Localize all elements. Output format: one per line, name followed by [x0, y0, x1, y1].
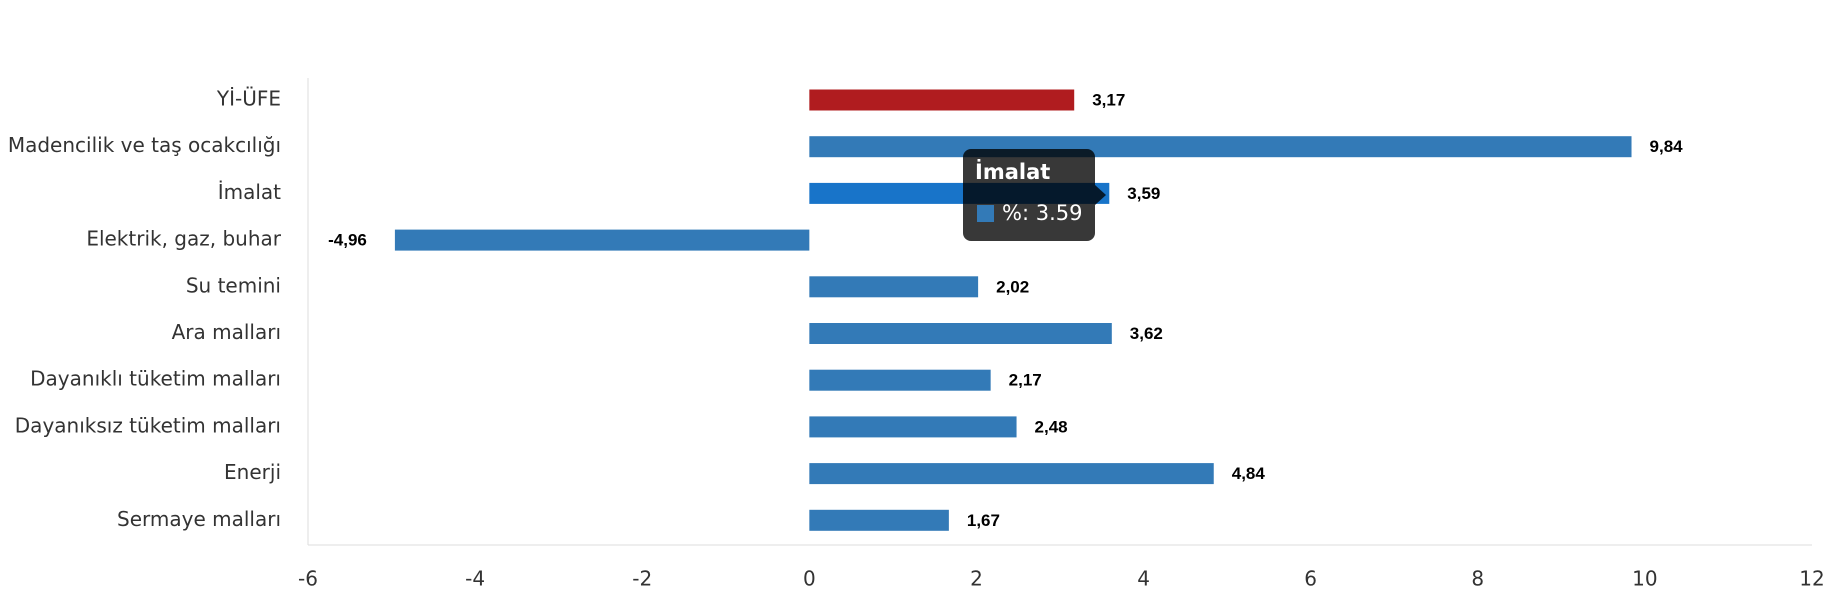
data-label: 2,48: [1035, 417, 1068, 436]
data-label: 4,84: [1232, 464, 1266, 483]
category-label: Enerji: [224, 460, 281, 484]
x-tick-label: 2: [970, 567, 983, 591]
data-label: 3,17: [1092, 90, 1125, 109]
tooltip-arrow: [1095, 185, 1106, 205]
bar: [809, 509, 949, 531]
tooltip-title: İmalat: [975, 159, 1050, 184]
bar: [809, 463, 1214, 485]
data-label: 1,67: [967, 511, 1000, 530]
x-tick-label: -4: [465, 567, 485, 591]
x-tick-label: 4: [1137, 567, 1150, 591]
bar: [809, 89, 1075, 111]
data-label: 3,62: [1130, 324, 1163, 343]
category-label: Dayanıksız tüketim malları: [15, 413, 281, 437]
tooltip: İmalat %: 3.59: [963, 149, 1106, 241]
category-label: Madencilik ve taş ocakcılığı: [8, 133, 281, 157]
category-label: Ara malları: [172, 320, 281, 344]
x-tick-label: 10: [1632, 567, 1657, 591]
category-label: Yİ-ÜFE: [216, 87, 281, 111]
x-tick-label: -6: [298, 567, 318, 591]
data-label: 9,84: [1650, 137, 1684, 156]
x-tick-label: 12: [1799, 567, 1824, 591]
data-label: 2,17: [1009, 371, 1042, 390]
data-label: 3,59: [1127, 184, 1160, 203]
bar: [809, 323, 1112, 344]
x-tick-label: 8: [1471, 567, 1484, 591]
marks: -6 -4 -2 0 2 4 6 8 10 12 Yİ-ÜFE 3,17 Madencilik ve t…: [8, 87, 1825, 591]
category-label: Su temini: [186, 273, 281, 297]
category-label: Sermaye malları: [117, 507, 281, 531]
data-label: -4,96: [328, 231, 367, 250]
tooltip-swatch: [977, 205, 994, 222]
category-label: Elektrik, gaz, buhar: [86, 227, 281, 251]
data-label: 2,02: [996, 277, 1029, 296]
category-label: Dayanıklı tüketim malları: [30, 367, 281, 391]
bar: [394, 229, 810, 251]
bar: [809, 276, 979, 298]
x-tick-label: 6: [1304, 567, 1317, 591]
tooltip-box: [963, 149, 1095, 241]
x-tick-label: -2: [632, 567, 652, 591]
category-label: İmalat: [218, 180, 281, 204]
x-tick-label: 0: [803, 567, 816, 591]
bar: [809, 369, 991, 391]
tooltip-label: %: 3.59: [1002, 201, 1082, 225]
bar: [809, 416, 1017, 438]
bar: [809, 136, 1632, 158]
